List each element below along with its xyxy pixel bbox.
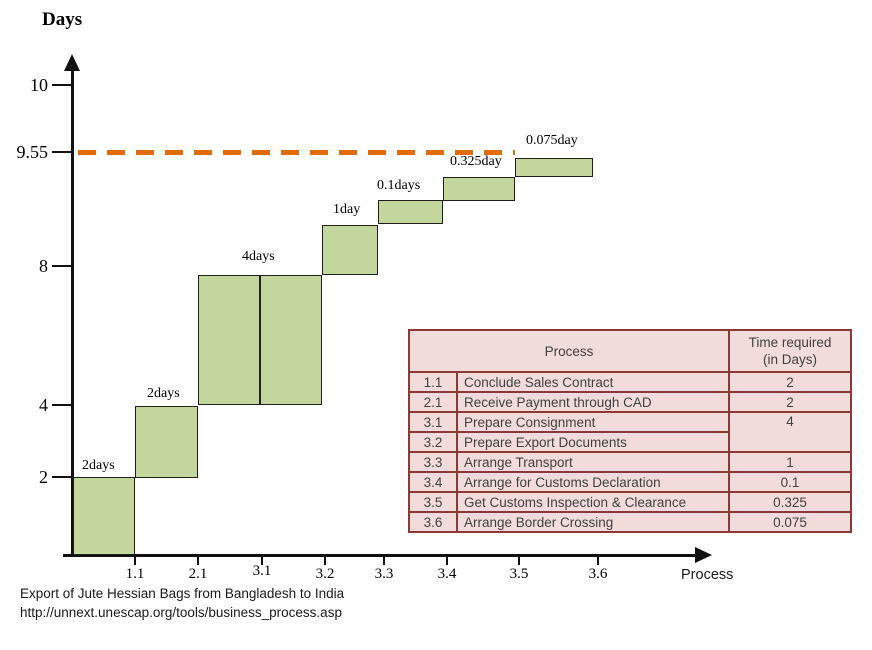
table-header-row: Process Time required (in Days) — [408, 329, 852, 373]
table-header-time: Time required (in Days) — [728, 329, 852, 373]
x-tick-label: 1.1 — [125, 566, 145, 582]
bar-1.1 — [73, 477, 135, 555]
x-tick-3.5 — [518, 557, 520, 565]
bar-label-2.1: 2days — [147, 386, 180, 401]
x-tick-3.3 — [383, 557, 385, 565]
bar-3.3 — [322, 225, 378, 275]
bar-3.4 — [378, 200, 443, 224]
x-tick-label: 2.1 — [188, 566, 208, 582]
x-axis-title: Process — [681, 567, 734, 583]
y-tick-8 — [52, 265, 72, 267]
bar-3.5 — [443, 177, 515, 201]
y-tick-4 — [52, 404, 72, 406]
y-tick-label: 10 — [30, 75, 48, 95]
x-tick-3.2 — [324, 557, 326, 565]
table-row: 3.2 Prepare Export Documents — [408, 431, 851, 453]
x-axis-line — [63, 554, 697, 557]
y-tick-label: 9.55 — [16, 142, 49, 162]
y-axis-arrow-icon — [64, 54, 80, 71]
table-row: 3.6 Arrange Border Crossing 0.075 — [408, 511, 852, 533]
x-tick-label: 3.1 — [252, 563, 272, 579]
y-axis-line — [71, 68, 74, 557]
x-tick-3.6 — [597, 557, 599, 565]
y-tick-label: 8 — [39, 256, 48, 276]
table-row: 3.3 Arrange Transport 1 — [408, 451, 852, 473]
y-tick-2 — [52, 476, 72, 478]
reference-dashed-line — [78, 150, 515, 155]
bar-label-3.4: 0.1days — [377, 178, 421, 193]
bar-label-1.1: 2days — [82, 458, 115, 473]
y-tick-label: 2 — [39, 467, 48, 487]
x-tick-label: 3.3 — [374, 566, 394, 582]
y-tick-9.55 — [52, 151, 72, 153]
bar-label-3.6: 0.075day — [526, 133, 578, 148]
table-header-process: Process — [408, 329, 730, 373]
x-tick-3.4 — [446, 557, 448, 565]
bar-2.1 — [135, 406, 198, 478]
bar-3.2 — [260, 275, 322, 405]
x-tick-1.1 — [134, 557, 136, 565]
bar-3.6 — [515, 158, 593, 177]
y-tick-10 — [52, 84, 72, 86]
table-row: 2.1 Receive Payment through CAD 2 — [408, 391, 852, 413]
table-row: 3.5 Get Customs Inspection & Clearance 0… — [408, 491, 852, 513]
process-time-table: Process Time required (in Days) 1.1 Conc… — [408, 329, 852, 533]
caption-title: Export of Jute Hessian Bags from Banglad… — [20, 586, 345, 601]
x-tick-label: 3.2 — [315, 566, 335, 582]
caption-url: http://unnext.unescap.org/tools/business… — [20, 605, 342, 620]
x-axis-arrow-icon — [695, 547, 712, 563]
table-row: 3.4 Arrange for Customs Declaration 0.1 — [408, 471, 852, 493]
x-tick-2.1 — [197, 557, 199, 565]
y-axis-title: Days — [42, 9, 83, 30]
table-row: 1.1 Conclude Sales Contract 2 — [408, 371, 852, 393]
x-tick-3.1 — [261, 557, 263, 565]
bar-label-3.3: 1day — [333, 202, 361, 217]
bar-label-3.1-3.2: 4days — [242, 249, 275, 264]
x-tick-label: 3.5 — [509, 566, 529, 582]
bar-label-3.5: 0.325day — [450, 154, 502, 169]
x-tick-label: 3.6 — [588, 566, 608, 582]
y-tick-label: 4 — [39, 395, 48, 415]
x-tick-label: 3.4 — [437, 566, 457, 582]
process-time-table-wrap: Process Time required (in Days) 1.1 Conc… — [408, 329, 852, 533]
bar-3.1 — [198, 275, 260, 405]
table-row: 3.1 Prepare Consignment 4 — [408, 411, 852, 453]
